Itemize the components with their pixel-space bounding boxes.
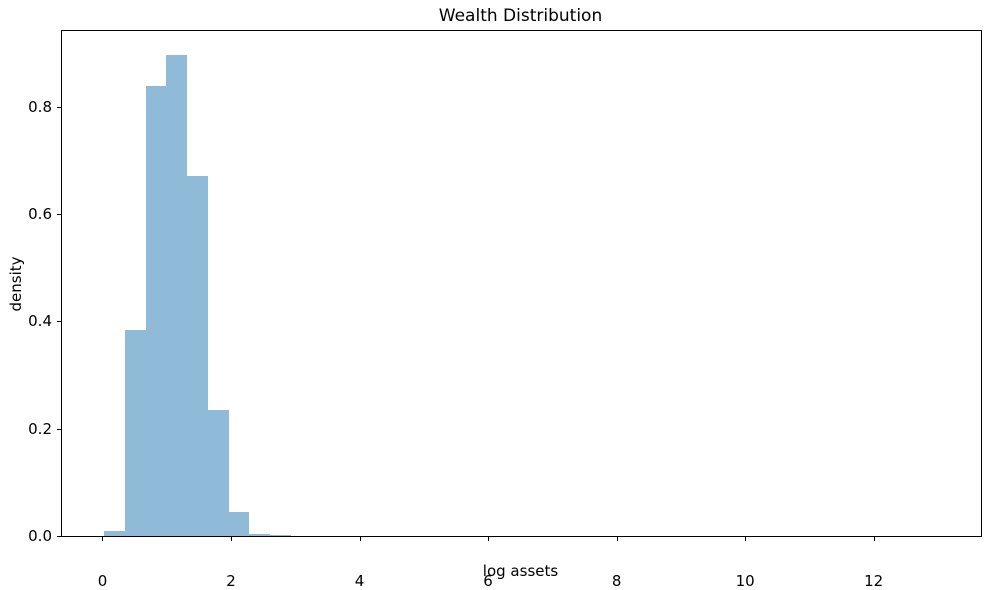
- y-tick-label: 0.6: [28, 205, 52, 223]
- x-tick-label: 4: [354, 572, 365, 590]
- histogram-bar: [166, 55, 188, 536]
- x-tick-label: 10: [735, 572, 755, 590]
- x-tick-label: 6: [483, 572, 493, 590]
- histogram-bar: [207, 409, 229, 536]
- y-tick: [57, 536, 61, 537]
- histogram-bar: [124, 329, 146, 536]
- x-tick: [616, 537, 618, 541]
- x-tick: [488, 537, 490, 541]
- x-tick: [873, 537, 875, 541]
- x-tick-label: 8: [611, 572, 622, 590]
- y-tick: [57, 428, 61, 430]
- plot-area: 0 2 4 6 8 10 12 0.0 0.2 0.4 0.6 0.8: [28, 30, 982, 590]
- y-tick-label: 0.4: [28, 312, 52, 331]
- histogram-bar: [104, 531, 125, 536]
- x-tick: [231, 537, 233, 541]
- y-tick: [57, 321, 61, 323]
- x-tick-label: 0: [97, 572, 108, 590]
- y-tick-label: 0.2: [28, 419, 52, 438]
- x-tick-label: 12: [864, 572, 884, 590]
- x-tick-label: 2: [226, 572, 236, 590]
- histogram-bar: [145, 86, 167, 536]
- x-tick: [102, 537, 104, 541]
- histogram-bar: [187, 175, 208, 536]
- y-tick-label: 0.0: [28, 527, 52, 545]
- x-axis-label: log assets: [482, 562, 559, 580]
- y-axis-label: density: [7, 256, 25, 312]
- x-tick: [745, 537, 747, 541]
- chart-title: Wealth Distribution: [438, 6, 603, 26]
- y-tick-label: 0.8: [28, 97, 52, 116]
- y-tick: [57, 106, 61, 108]
- histogram-bar: [228, 511, 250, 536]
- y-tick: [57, 214, 61, 215]
- histogram-bar: [270, 534, 291, 536]
- histogram-bar: [249, 533, 271, 536]
- x-tick: [359, 537, 361, 541]
